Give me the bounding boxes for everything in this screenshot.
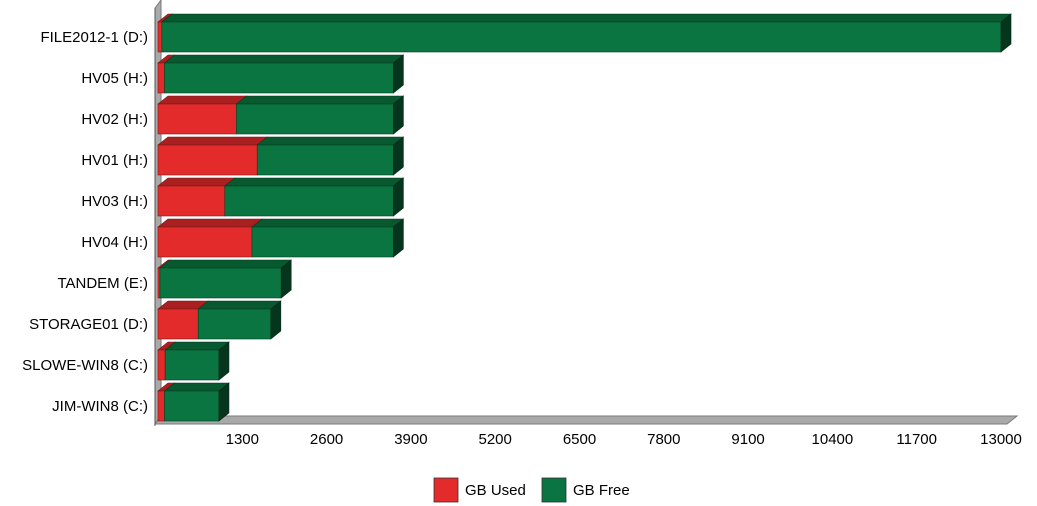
legend-label: GB Free [573, 482, 630, 499]
category-label: FILE2012-1 (D:) [40, 29, 148, 46]
bar-used-5 [157, 218, 263, 258]
bar-free-6 [159, 259, 293, 299]
chart-legend: GB Used GB Free [433, 477, 630, 503]
bar-free-2 [235, 95, 405, 135]
category-label: HV05 (H:) [81, 70, 148, 87]
x-tick-label: 3900 [394, 431, 427, 448]
category-label: STORAGE01 (D:) [29, 316, 148, 333]
bar-free-7 [197, 300, 282, 340]
legend-label: GB Used [465, 482, 526, 499]
x-tick-label: 1300 [226, 431, 259, 448]
legend-swatch [541, 477, 567, 503]
category-label: SLOWE-WIN8 (C:) [22, 357, 148, 374]
category-labels: FILE2012-1 (D:) HV05 (H:) HV02 (H:) HV01 (H… [22, 29, 148, 415]
x-tick-label: 5200 [479, 431, 512, 448]
bar-free-9 [163, 382, 230, 422]
x-tick-label: 7800 [647, 431, 680, 448]
category-label: HV01 (H:) [81, 152, 148, 169]
bar-used-3 [157, 136, 269, 176]
bar-free-1 [163, 54, 405, 94]
axis-floor [154, 415, 1019, 425]
category-label: JIM-WIN8 (C:) [52, 398, 148, 415]
x-tick-labels: 1300 2600 3900 5200 6500 7800 9100 10400 11700 13… [226, 431, 1022, 448]
x-tick-label: 2600 [310, 431, 343, 448]
bar-free-0 [161, 13, 1012, 53]
bar-free-8 [164, 341, 230, 381]
x-tick-label: 9100 [731, 431, 764, 448]
x-tick-label: 11700 [896, 431, 937, 448]
x-tick-label: 13000 [980, 431, 1022, 448]
category-label: HV03 (H:) [81, 193, 148, 210]
bar-free-3 [256, 136, 405, 176]
category-label: TANDEM (E:) [57, 275, 148, 292]
legend-swatch [433, 477, 459, 503]
category-label: HV04 (H:) [81, 234, 148, 251]
bar-used-7 [157, 300, 210, 340]
chart-bars [157, 13, 1012, 422]
bar-used-2 [157, 95, 248, 135]
legend-item-free: GB Free [541, 477, 630, 503]
bar-free-4 [223, 177, 405, 217]
x-tick-label: 10400 [812, 431, 854, 448]
legend-item-used: GB Used [433, 477, 526, 503]
x-tick-label: 6500 [563, 431, 596, 448]
bar-used-4 [157, 177, 236, 217]
bar-free-5 [251, 218, 405, 258]
category-label: HV02 (H:) [81, 111, 148, 128]
